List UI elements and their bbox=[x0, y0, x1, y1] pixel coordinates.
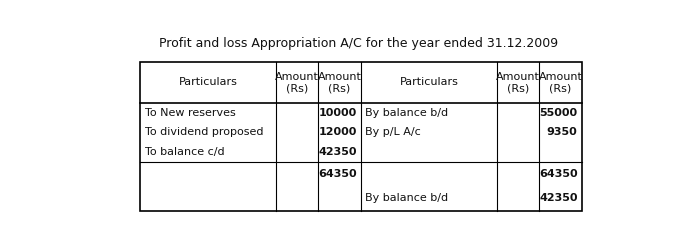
Text: By balance b/d: By balance b/d bbox=[365, 108, 449, 118]
Text: Amount
(Rs): Amount (Rs) bbox=[538, 72, 582, 93]
Text: Amount
(Rs): Amount (Rs) bbox=[318, 72, 361, 93]
Text: To dividend proposed: To dividend proposed bbox=[144, 127, 263, 137]
Text: 10000: 10000 bbox=[318, 108, 357, 118]
Text: 42350: 42350 bbox=[539, 193, 578, 204]
Text: Particulars: Particulars bbox=[400, 77, 459, 87]
Text: Amount
(Rs): Amount (Rs) bbox=[496, 72, 540, 93]
Text: 9350: 9350 bbox=[547, 127, 578, 137]
Text: By balance b/d: By balance b/d bbox=[365, 193, 449, 204]
Text: 42350: 42350 bbox=[318, 147, 357, 157]
Text: 64350: 64350 bbox=[318, 169, 357, 179]
Text: Particulars: Particulars bbox=[178, 77, 237, 87]
Text: By p/L A/c: By p/L A/c bbox=[365, 127, 421, 137]
Text: Profit and loss Appropriation A/C for the year ended 31.12.2009: Profit and loss Appropriation A/C for th… bbox=[159, 37, 559, 50]
Text: 55000: 55000 bbox=[540, 108, 578, 118]
Text: 12000: 12000 bbox=[318, 127, 357, 137]
Text: Amount
(Rs): Amount (Rs) bbox=[275, 72, 319, 93]
Bar bbox=[140, 62, 582, 211]
Text: To balance c/d: To balance c/d bbox=[144, 147, 224, 157]
Text: 64350: 64350 bbox=[539, 169, 578, 179]
Text: To New reserves: To New reserves bbox=[144, 108, 235, 118]
